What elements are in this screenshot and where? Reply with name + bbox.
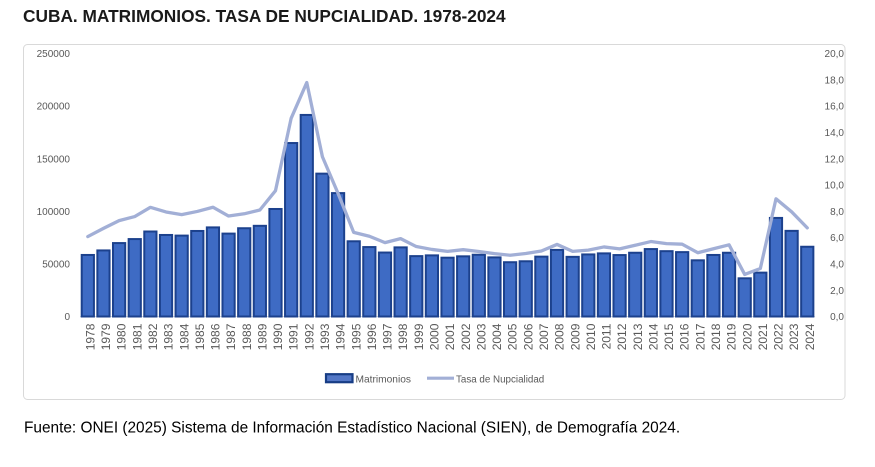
svg-text:2005: 2005 (506, 323, 520, 350)
svg-text:2009: 2009 (568, 323, 582, 350)
svg-text:50000: 50000 (42, 260, 70, 271)
svg-text:1986: 1986 (209, 323, 223, 350)
svg-text:2007: 2007 (537, 323, 551, 350)
svg-text:1985: 1985 (193, 323, 207, 350)
svg-text:200000: 200000 (37, 102, 71, 113)
svg-text:1984: 1984 (177, 323, 191, 350)
svg-text:2018: 2018 (709, 323, 723, 350)
svg-text:100000: 100000 (37, 207, 71, 218)
svg-text:14,0: 14,0 (825, 128, 845, 139)
svg-text:1996: 1996 (365, 323, 379, 350)
svg-text:8,0: 8,0 (830, 207, 844, 218)
svg-text:1981: 1981 (130, 323, 144, 350)
svg-text:1992: 1992 (302, 323, 316, 350)
svg-text:1997: 1997 (381, 323, 395, 350)
svg-text:1991: 1991 (287, 323, 301, 350)
svg-text:0: 0 (64, 312, 70, 323)
svg-text:16,0: 16,0 (825, 102, 845, 113)
svg-text:1989: 1989 (255, 323, 269, 350)
svg-text:2004: 2004 (490, 323, 504, 350)
svg-text:Tasa de Nupcialidad: Tasa de Nupcialidad (456, 374, 544, 385)
svg-text:150000: 150000 (37, 154, 71, 165)
svg-text:2,0: 2,0 (830, 286, 844, 297)
svg-text:2012: 2012 (615, 323, 629, 350)
svg-text:1988: 1988 (240, 323, 254, 350)
svg-text:12,0: 12,0 (825, 154, 845, 165)
svg-text:2008: 2008 (553, 323, 567, 350)
svg-text:2010: 2010 (584, 323, 598, 350)
svg-text:2014: 2014 (646, 323, 660, 350)
svg-text:Fuente: ONEI (2025) Sistema de: Fuente: ONEI (2025) Sistema de Informaci… (24, 420, 680, 437)
svg-text:6,0: 6,0 (830, 233, 844, 244)
svg-text:2011: 2011 (600, 323, 614, 349)
svg-text:1999: 1999 (412, 323, 426, 350)
svg-text:1998: 1998 (396, 323, 410, 350)
svg-text:1980: 1980 (115, 323, 129, 350)
svg-text:2000: 2000 (428, 323, 442, 350)
svg-text:1987: 1987 (224, 323, 238, 350)
svg-text:2001: 2001 (443, 323, 457, 350)
svg-text:2024: 2024 (803, 323, 817, 350)
svg-text:0,0: 0,0 (830, 312, 844, 323)
svg-text:1990: 1990 (271, 323, 285, 350)
svg-text:4,0: 4,0 (830, 260, 844, 271)
svg-text:2016: 2016 (678, 323, 692, 350)
svg-text:2019: 2019 (725, 323, 739, 350)
svg-text:2020: 2020 (740, 323, 754, 350)
svg-text:2015: 2015 (662, 323, 676, 350)
svg-text:2002: 2002 (459, 323, 473, 350)
svg-text:1995: 1995 (349, 323, 363, 350)
svg-text:2021: 2021 (756, 323, 770, 350)
svg-text:1983: 1983 (162, 323, 176, 350)
svg-text:10,0: 10,0 (825, 181, 845, 192)
svg-text:1978: 1978 (83, 323, 97, 350)
svg-text:20,0: 20,0 (825, 49, 845, 60)
svg-text:2022: 2022 (772, 323, 786, 350)
svg-text:2006: 2006 (521, 323, 535, 350)
svg-text:1993: 1993 (318, 323, 332, 350)
svg-text:2013: 2013 (631, 323, 645, 350)
svg-text:2023: 2023 (787, 323, 801, 350)
svg-text:2017: 2017 (693, 323, 707, 350)
svg-text:Matrimonios: Matrimonios (356, 374, 411, 385)
svg-text:18,0: 18,0 (825, 75, 845, 86)
svg-text:1982: 1982 (146, 323, 160, 350)
svg-text:CUBA. MATRIMONIOS. TASA DE NUP: CUBA. MATRIMONIOS. TASA DE NUPCIALIDAD. … (23, 6, 506, 26)
svg-text:2003: 2003 (474, 323, 488, 350)
svg-text:1994: 1994 (334, 323, 348, 350)
svg-text:1979: 1979 (99, 323, 113, 350)
svg-text:250000: 250000 (37, 49, 71, 60)
